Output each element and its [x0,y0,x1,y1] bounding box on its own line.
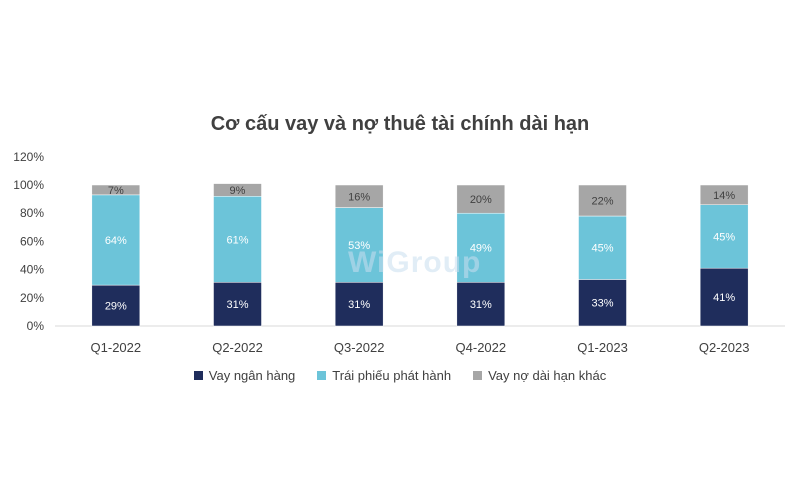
y-tick-label: 100% [13,178,44,192]
bar-segment [699,267,749,327]
legend-label-trai-phieu: Trái phiếu phát hành [332,368,452,383]
bar-segment [213,183,262,197]
data-label: 20% [470,194,492,206]
y-tick-label: 0% [27,319,45,333]
x-category-label: Q3-2022 [334,340,385,355]
data-label: 33% [591,298,613,310]
watermark-logo: WiGroup [348,246,482,279]
bar-segment [456,184,506,214]
data-label: 45% [591,243,613,255]
bar-segment [213,196,262,283]
y-tick-label: 40% [20,263,44,277]
bar-segment [578,215,627,280]
x-category-label: Q1-2022 [91,340,142,355]
data-label: 31% [226,299,248,311]
x-category-label: Q2-2022 [212,340,263,355]
bar-segment [334,282,384,327]
bar-segment [334,184,384,208]
top-blank-area [0,0,800,100]
data-label: 9% [230,185,246,197]
bar-segment [91,184,141,196]
data-label: 45% [713,231,735,243]
data-label: 64% [105,235,127,247]
legend-label-vay-no-khac: Vay nợ dài hạn khác [488,368,607,383]
data-label: 49% [470,243,492,255]
legend-swatch-vay-ngan-hang [193,371,203,380]
y-tick-label: 60% [20,234,44,248]
data-label: 29% [105,301,127,313]
bar-segment [456,282,506,327]
data-label: 16% [348,191,370,203]
data-label: 14% [713,190,735,202]
data-label: 41% [713,292,735,304]
data-label: 31% [348,299,370,311]
y-tick-label: 120% [13,150,44,164]
x-category-label: Q2-2023 [699,340,750,355]
bar-segment [578,279,627,327]
legend-item-trai-phieu: Trái phiếu phát hành [317,368,451,383]
data-label: 31% [470,299,492,311]
chart-title: Cơ cấu vay và nợ thuê tài chính dài hạn [210,113,590,135]
data-label: 53% [348,240,370,252]
data-label: 7% [108,185,124,197]
bar-segment [699,204,749,269]
legend-label-vay-ngan-hang: Vay ngân hàng [208,368,296,383]
legend-swatch-trai-phieu [317,371,327,380]
legend-swatch-vay-no-khac [473,371,483,380]
legend-item-vay-no-khac: Vay nợ dài hạn khác [473,368,606,383]
bar-segment [699,184,749,205]
chart-legend: Vay ngân hàng Trái phiếu phát hành Vay n… [0,368,800,383]
y-tick-label: 20% [20,291,44,305]
data-label: 22% [591,196,613,208]
x-category-label: Q4-2022 [456,340,507,355]
y-tick-label: 80% [20,206,44,220]
legend-item-vay-ngan-hang: Vay ngân hàng [193,368,296,383]
bar-segment [91,194,141,286]
data-label: 61% [226,234,248,246]
bar-segment [578,184,627,217]
x-category-label: Q1-2023 [577,340,628,355]
